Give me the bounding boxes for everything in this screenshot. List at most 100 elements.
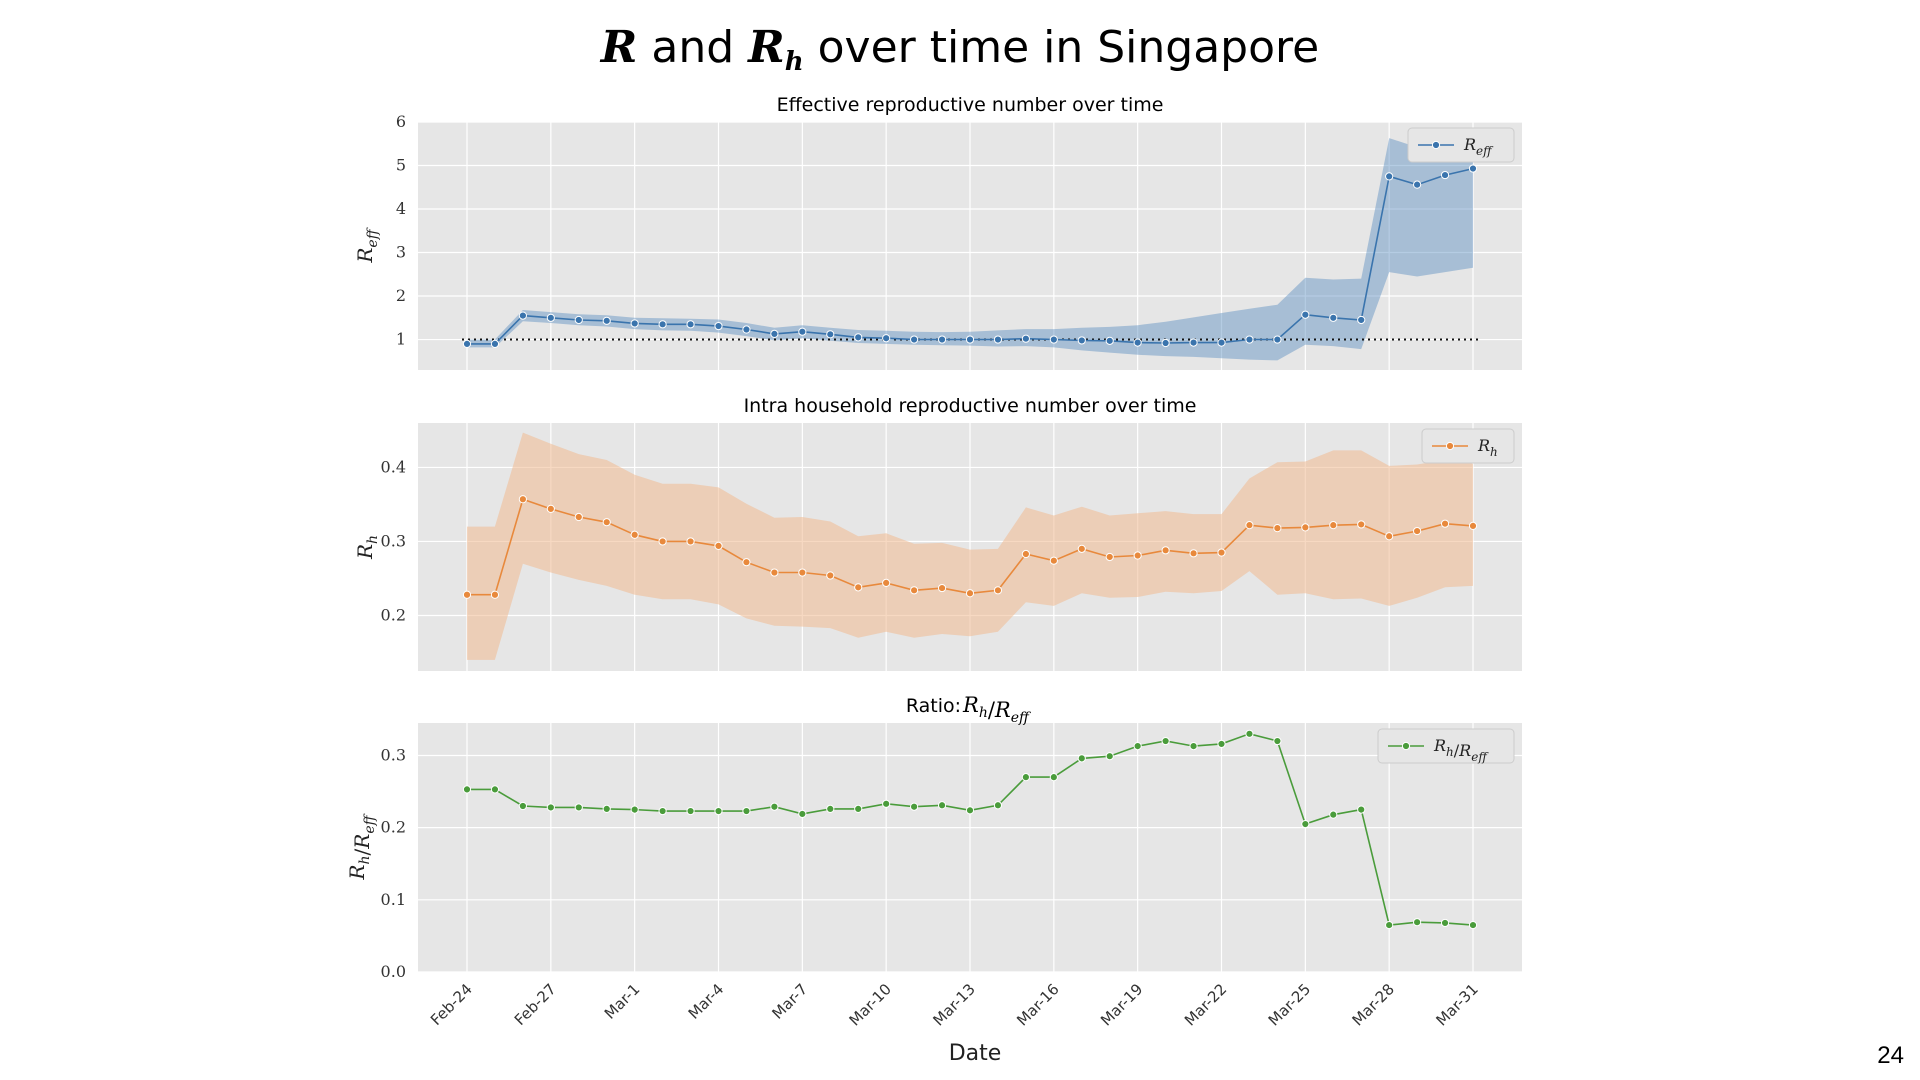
data-point (1385, 172, 1394, 181)
legend: Reff (1407, 127, 1515, 163)
y-tick-label: 1 (396, 330, 406, 349)
data-point (1301, 819, 1310, 829)
data-point (630, 319, 639, 328)
data-point (798, 327, 807, 336)
data-point (798, 809, 807, 819)
data-point (546, 803, 555, 812)
data-point (518, 495, 527, 504)
data-point (658, 320, 667, 329)
data-point (1105, 336, 1114, 345)
data-point (518, 311, 527, 320)
data-point (770, 329, 779, 338)
data-point (686, 806, 695, 816)
data-point (993, 586, 1003, 595)
data-point (1161, 338, 1170, 348)
data-point (965, 589, 975, 598)
data-point (910, 802, 919, 811)
data-point (1161, 736, 1170, 746)
data-point (1105, 552, 1114, 562)
legend-marker (1401, 741, 1411, 751)
y-tick-label: 0.1 (381, 890, 406, 909)
x-tick-label: Mar-19 (1097, 980, 1146, 1029)
data-point (686, 537, 695, 546)
data-point (1301, 523, 1310, 532)
data-point (1189, 338, 1198, 347)
data-point (1021, 334, 1030, 343)
data-point (1217, 739, 1226, 749)
data-point (1049, 556, 1058, 565)
x-tick-label: Mar-22 (1181, 980, 1230, 1029)
data-point (965, 335, 975, 344)
data-point (1329, 810, 1338, 819)
data-point (854, 333, 863, 342)
x-tick-label: Mar-31 (1432, 980, 1481, 1029)
data-point (937, 801, 947, 810)
data-point (462, 339, 472, 348)
data-point (1413, 180, 1422, 189)
data-point (1385, 920, 1394, 930)
legend-label: Rh/Reff (1433, 736, 1489, 764)
data-point (1077, 754, 1086, 763)
data-point (462, 590, 472, 599)
data-point (462, 785, 472, 794)
data-point (1217, 548, 1226, 557)
data-point (854, 583, 863, 592)
title-word-and: and (651, 22, 735, 73)
data-point (1357, 520, 1366, 529)
slide-title: R and Rh over time in Singapore (0, 20, 1920, 90)
legend-marker (1445, 441, 1455, 451)
data-point (770, 802, 779, 811)
x-tick-label: Mar-28 (1349, 980, 1398, 1029)
data-point (1357, 315, 1366, 325)
data-point (1245, 521, 1254, 530)
data-point (826, 804, 835, 813)
x-axis-label: Date (949, 1041, 1002, 1066)
data-point (910, 335, 919, 344)
data-point (602, 518, 611, 527)
data-point (937, 583, 947, 593)
data-point (1133, 551, 1142, 560)
y-tick-label: 2 (396, 286, 406, 305)
data-point (1021, 549, 1030, 559)
x-tick-label: Mar-7 (769, 980, 812, 1023)
data-point (1440, 170, 1450, 180)
data-point (714, 321, 723, 331)
data-point (854, 804, 863, 813)
x-tick-label: Mar-1 (601, 980, 644, 1023)
data-point (910, 586, 919, 595)
data-point (686, 320, 695, 329)
data-point (1440, 918, 1450, 928)
data-point (882, 799, 891, 808)
title-symbol-rh: Rh (748, 22, 804, 77)
data-point (658, 806, 667, 816)
data-point (993, 801, 1003, 810)
data-point (1077, 336, 1086, 345)
legend-label: Reff (1463, 135, 1494, 158)
data-point (993, 335, 1003, 344)
data-point (1161, 546, 1170, 555)
data-point (1468, 920, 1478, 930)
data-point (1468, 164, 1478, 173)
data-point (1413, 526, 1422, 536)
page-number: 24 (1877, 1042, 1904, 1069)
data-point (1217, 338, 1226, 347)
data-point (742, 806, 751, 816)
data-point (1105, 752, 1114, 761)
data-point (546, 504, 555, 513)
x-tick-label: Mar-10 (846, 980, 895, 1029)
y-tick-label: 0.4 (381, 457, 406, 476)
data-point (518, 801, 527, 811)
panel-title: Ratio: Rh/Reff (906, 693, 1031, 726)
data-point (826, 330, 835, 339)
data-point (798, 568, 807, 577)
panel-title: Effective reproductive number over time (777, 94, 1164, 116)
data-point (714, 541, 723, 550)
panel-title-math: Rh/Reff (962, 693, 1031, 726)
y-axis-label: Rh (353, 535, 381, 560)
data-point (574, 803, 583, 812)
y-tick-label: 0.3 (381, 745, 406, 764)
data-point (1357, 805, 1366, 814)
y-tick-label: 4 (396, 199, 406, 218)
data-point (882, 334, 891, 343)
